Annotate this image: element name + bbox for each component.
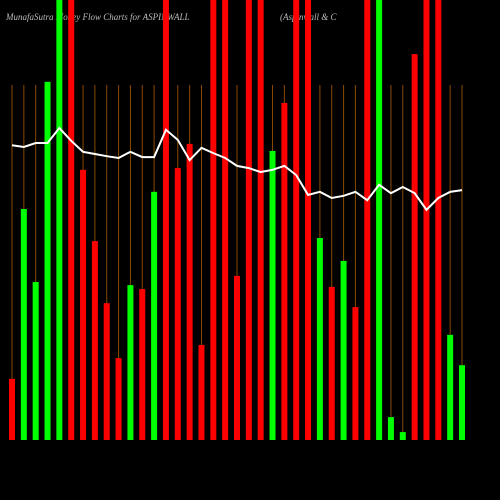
bar <box>91 241 98 440</box>
bar <box>80 169 87 440</box>
bar <box>435 0 442 440</box>
bar <box>151 191 158 440</box>
bar <box>447 334 454 440</box>
bar <box>20 209 27 440</box>
bar <box>222 0 229 440</box>
bar <box>198 344 205 440</box>
bar <box>423 0 430 440</box>
bar <box>103 303 110 440</box>
bar <box>352 307 359 440</box>
bar <box>387 417 394 440</box>
bar <box>210 0 217 440</box>
bar <box>411 54 418 441</box>
bar <box>9 378 15 440</box>
bar <box>44 81 51 440</box>
bar <box>245 0 252 440</box>
bar <box>281 102 288 441</box>
chart-title: MunafaSutra Money Flow Charts for ASPINW… <box>5 12 189 22</box>
bar <box>32 282 39 440</box>
bar <box>364 0 371 440</box>
bar <box>127 285 134 440</box>
bar <box>399 432 406 440</box>
bar <box>376 0 383 440</box>
bar <box>459 365 465 440</box>
bar <box>269 150 276 441</box>
bar <box>328 286 335 440</box>
money-flow-line <box>11 126 463 212</box>
bar <box>68 0 75 440</box>
bar <box>340 260 347 440</box>
bar <box>305 0 312 440</box>
bar <box>293 0 300 440</box>
bar <box>257 0 264 440</box>
bar <box>115 358 122 440</box>
bar <box>186 143 193 440</box>
bar <box>139 289 146 440</box>
bar <box>56 0 63 440</box>
bar <box>174 168 181 440</box>
bar <box>316 238 323 440</box>
bar <box>162 0 169 440</box>
bar <box>234 275 240 440</box>
